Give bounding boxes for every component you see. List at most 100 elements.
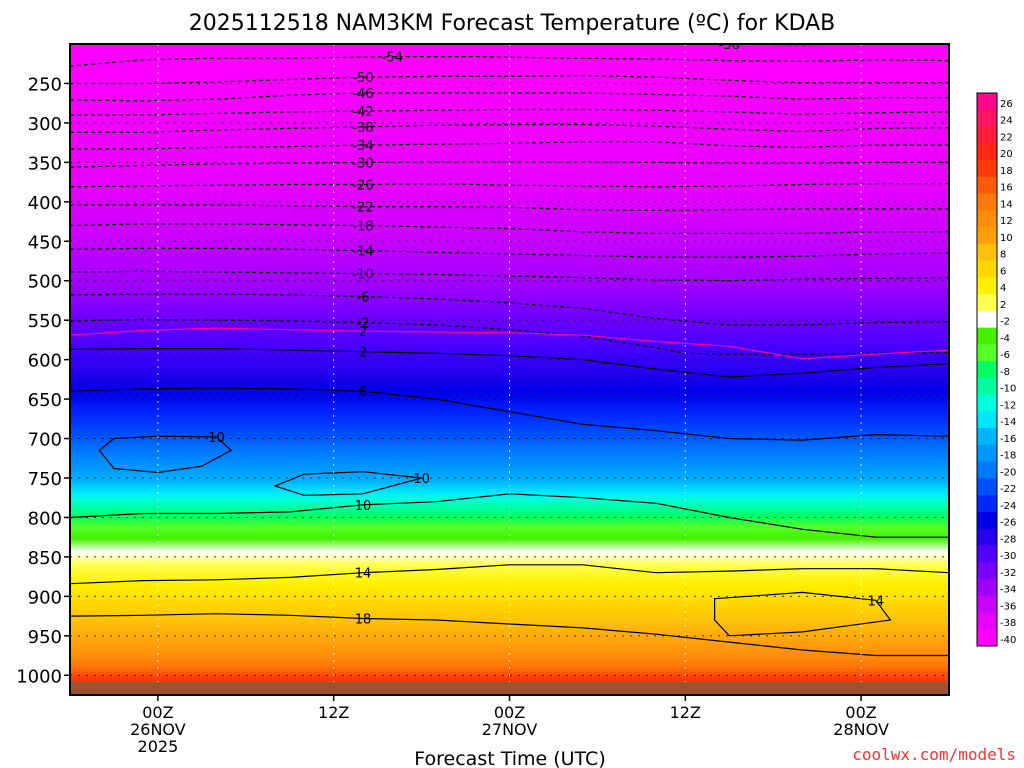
contour-label: -30 xyxy=(352,156,373,171)
colorbar-swatch xyxy=(977,310,997,329)
colorbar-label: -34 xyxy=(1000,585,1016,596)
contour-layer: -58 -54 -50-46 -42-38 -34 -30 -26 -22 -18 -14 -10 -… xyxy=(70,44,949,657)
temperature-field xyxy=(70,44,949,695)
colorbar-label: -28 xyxy=(1000,534,1016,545)
x-tick-label: 27NOV xyxy=(482,720,538,739)
contour-label: -26 xyxy=(352,178,373,193)
contour-line xyxy=(70,387,949,441)
colorbar-swatch xyxy=(977,562,997,580)
contour-line xyxy=(273,471,422,497)
contour-label: 2 xyxy=(359,346,367,361)
contour-label: -6 xyxy=(357,291,370,306)
credit-text: coolwx.com/models xyxy=(852,745,1016,764)
x-tick-label: 12Z xyxy=(318,703,349,722)
contour-line xyxy=(70,56,949,67)
colorbar-label: 4 xyxy=(1000,283,1006,294)
colorbar-swatch xyxy=(977,361,997,379)
chart-title: 2025112518 NAM3KM Forecast Temperature (… xyxy=(189,11,836,36)
y-tick-label: 700 xyxy=(28,430,62,451)
contour-label: 2 xyxy=(359,325,367,340)
y-tick-label: 400 xyxy=(28,193,62,214)
colorbar-swatch xyxy=(977,109,997,128)
contour-label: -38 xyxy=(352,121,373,136)
y-tick-label: 900 xyxy=(28,587,62,608)
colorbar-label: 6 xyxy=(1000,266,1006,277)
x-tick-label: 28NOV xyxy=(833,720,889,739)
colorbar-label: -2 xyxy=(1000,317,1010,328)
colorbar-label: 22 xyxy=(1000,132,1013,143)
colorbar-label: 2 xyxy=(1000,300,1006,311)
contour-line xyxy=(98,435,233,474)
colorbar-swatch xyxy=(977,578,997,597)
y-axis: 250 300 350 400 450 500 550 600 650 700 750 800 850 9… xyxy=(16,74,70,687)
colorbar-swatch xyxy=(977,511,997,530)
colorbar-swatch xyxy=(977,595,997,613)
colorbar-label: 10 xyxy=(1000,233,1013,244)
colorbar-swatch xyxy=(977,93,997,111)
colorbar-label: -10 xyxy=(1000,384,1016,395)
y-tick-label: 600 xyxy=(28,351,62,372)
colorbar-label: 12 xyxy=(1000,216,1013,227)
colorbar-label: -30 xyxy=(1000,551,1016,562)
y-tick-label: 950 xyxy=(28,627,62,648)
colorbar-label: -26 xyxy=(1000,518,1016,529)
colorbar-label: -24 xyxy=(1000,501,1016,512)
colorbar-swatch xyxy=(977,193,997,211)
contour-label: 10 xyxy=(413,472,430,487)
contour-line xyxy=(70,327,949,360)
colorbar-label: -18 xyxy=(1000,451,1016,462)
colorbar-swatch xyxy=(977,344,997,362)
y-tick-label: 750 xyxy=(28,469,62,490)
colorbar-label: -36 xyxy=(1000,601,1016,612)
colorbar-swatch xyxy=(977,260,997,278)
y-tick-label: 450 xyxy=(28,232,62,253)
colorbar-swatch xyxy=(977,528,997,546)
colorbar-swatch xyxy=(977,495,997,513)
colorbar: 26 24 22 20 18 16 14 12 10 8 6 4 2 -2 -4 -6 -8 -10 -12 -14 -… xyxy=(976,92,1016,647)
colorbar-label: -6 xyxy=(1000,350,1010,361)
colorbar-swatch xyxy=(977,227,997,245)
x-tick-label: 00Z xyxy=(845,703,876,722)
x-tick-label: 00Z xyxy=(494,703,525,722)
y-tick-label: 550 xyxy=(28,311,62,332)
colorbar-label: 16 xyxy=(1000,183,1013,194)
contour-label: -14 xyxy=(352,245,373,260)
colorbar-swatch xyxy=(977,428,997,446)
colorbar-label: 18 xyxy=(1000,166,1013,177)
y-tick-label: 850 xyxy=(28,548,62,569)
contour-label: 6 xyxy=(359,385,367,400)
colorbar-swatch xyxy=(977,126,997,144)
y-tick-label: 300 xyxy=(28,114,62,135)
colorbar-swatch xyxy=(977,612,997,630)
contour-label: -18 xyxy=(352,219,373,234)
contour-line xyxy=(714,591,892,637)
x-tick-label: 26NOV xyxy=(130,720,186,739)
colorbar-label: -22 xyxy=(1000,484,1016,495)
contour-line xyxy=(70,348,949,378)
colorbar-swatch xyxy=(977,210,997,228)
colorbar-label: -38 xyxy=(1000,618,1016,629)
colorbar-swatch xyxy=(977,377,997,396)
y-tick-label: 800 xyxy=(28,508,62,529)
colorbar-label: -12 xyxy=(1000,400,1016,411)
contour-line xyxy=(70,613,949,657)
x-tick-label: 2025 xyxy=(138,737,179,756)
x-axis-label: Forecast Time (UTC) xyxy=(414,748,605,768)
colorbar-swatch xyxy=(977,277,997,295)
x-tick-label: 12Z xyxy=(670,703,701,722)
contour-label: 10 xyxy=(355,499,372,514)
colorbar-label: 24 xyxy=(1000,116,1013,127)
colorbar-swatch xyxy=(977,143,997,161)
y-tick-label: 350 xyxy=(28,153,62,174)
colorbar-swatch xyxy=(977,478,997,496)
contour-label: -42 xyxy=(352,105,373,120)
contour-label: 18 xyxy=(355,612,372,627)
contour-label: -54 xyxy=(382,51,403,66)
colorbar-label: 8 xyxy=(1000,250,1006,261)
contour-label: -50 xyxy=(352,71,373,86)
colorbar-label: -8 xyxy=(1000,367,1010,378)
contour-label: -22 xyxy=(352,201,373,216)
x-tick-label: 00Z xyxy=(142,703,173,722)
colorbar-label: 14 xyxy=(1000,199,1013,210)
